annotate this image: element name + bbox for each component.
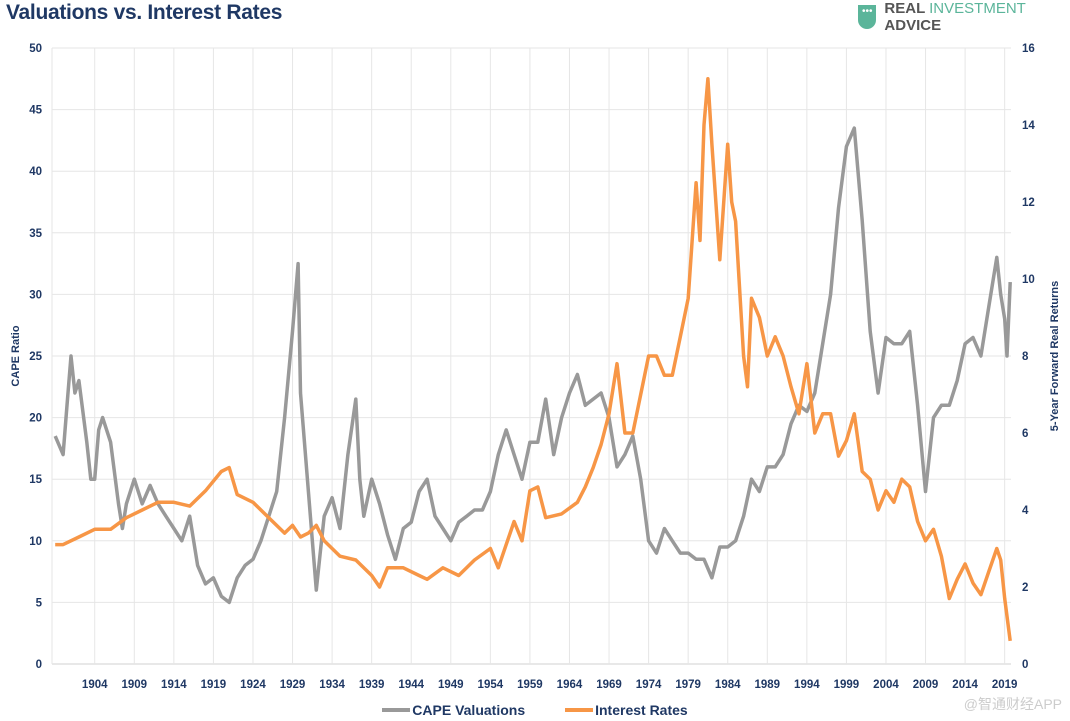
x-tick-label: 1964	[557, 679, 583, 691]
x-tick-label: 1929	[280, 679, 306, 691]
y-tick-label: 5	[36, 597, 43, 609]
legend-swatch-cape	[382, 708, 411, 712]
y2-tick-label: 0	[1022, 659, 1028, 671]
y2-tick-label: 16	[1022, 43, 1035, 55]
x-tick-label: 1959	[517, 679, 543, 691]
logo-text-a: REAL	[884, 0, 930, 17]
x-tick-label: 1944	[398, 679, 424, 691]
y2-tick-label: 12	[1022, 197, 1035, 209]
x-tick-label: 1999	[834, 679, 860, 691]
brand-logo: ••• REAL INVESTMENT ADVICE	[858, 0, 1070, 34]
y2-axis-label: 5-Year Forward Real Returns	[1049, 281, 1061, 431]
x-tick-label: 1994	[794, 679, 820, 691]
y-tick-label: 20	[29, 413, 42, 425]
y-tick-label: 25	[29, 351, 42, 363]
y-tick-label: 35	[29, 228, 42, 240]
logo-text-b: INVESTMENT	[929, 0, 1026, 17]
x-tick-label: 1979	[675, 679, 701, 691]
series-line-interest-rates	[55, 77, 1012, 642]
legend-label-cape: CAPE Valuations	[412, 702, 526, 718]
legend-label-rates: Interest Rates	[595, 702, 688, 718]
y2-tick-label: 14	[1022, 120, 1035, 132]
x-tick-label: 1919	[201, 679, 227, 691]
x-tick-label: 1909	[121, 679, 147, 691]
y2-tick-label: 6	[1022, 428, 1028, 440]
y-tick-label: 30	[29, 289, 42, 301]
chart-title: Valuations vs. Interest Rates	[6, 1, 283, 24]
y-tick-label: 10	[29, 536, 42, 548]
y-tick-label: 50	[29, 43, 42, 55]
x-tick-label: 1954	[478, 679, 504, 691]
y2-tick-label: 10	[1022, 274, 1035, 286]
watermark: @智通财经APP	[963, 696, 1062, 712]
x-tick-label: 2014	[952, 679, 978, 691]
x-tick-label: 1914	[161, 679, 187, 691]
y2-tick-label: 4	[1022, 505, 1029, 517]
logo-text-c: ADVICE	[884, 17, 942, 34]
legend-item-cape: CAPE Valuations	[382, 702, 525, 718]
x-tick-label: 2004	[873, 679, 899, 691]
x-tick-label: 2009	[913, 679, 939, 691]
x-tick-label: 2019	[992, 679, 1018, 691]
x-tick-label: 1924	[240, 679, 266, 691]
x-tick-label: 1984	[715, 679, 741, 691]
y2-tick-label: 2	[1022, 582, 1028, 594]
y-tick-label: 45	[29, 105, 42, 117]
y-tick-label: 0	[36, 659, 42, 671]
legend-swatch-rates	[565, 708, 594, 712]
x-tick-label: 1939	[359, 679, 385, 691]
y2-tick-label: 8	[1022, 351, 1029, 363]
x-tick-label: 1904	[82, 679, 108, 691]
legend: CAPE Valuations Interest Rates	[0, 702, 1070, 718]
x-tick-label: 1969	[596, 679, 622, 691]
x-tick-label: 1989	[754, 679, 780, 691]
y-tick-label: 40	[29, 166, 42, 178]
shield-icon: •••	[858, 5, 877, 29]
y-axis-label: CAPE Ratio	[10, 325, 22, 386]
series-line-cape	[53, 126, 1012, 605]
x-tick-label: 1934	[319, 679, 345, 691]
x-tick-label: 1974	[636, 679, 662, 691]
x-tick-label: 1949	[438, 679, 464, 691]
y-tick-label: 15	[29, 474, 42, 486]
legend-item-rates: Interest Rates	[565, 702, 688, 718]
